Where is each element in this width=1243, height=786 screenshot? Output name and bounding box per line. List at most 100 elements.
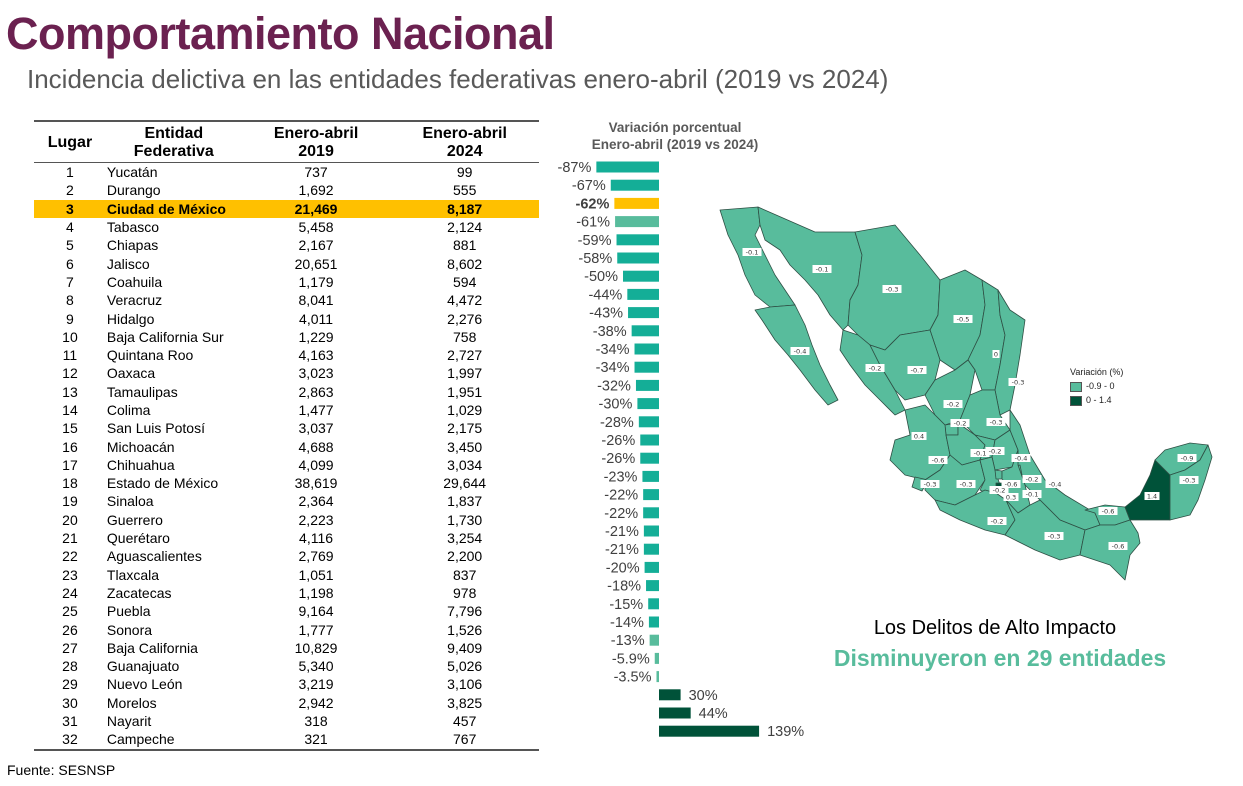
state-cell: Puebla (106, 603, 151, 620)
rank-cell: 11 (62, 347, 78, 364)
column-header-state: Entidad Federativa (105, 120, 242, 163)
state-cell: Baja California (106, 639, 198, 656)
map-value-label-bg (1022, 490, 1042, 498)
state-cell: Coahuila (106, 273, 163, 290)
value-2024-cell: 8,602 (447, 255, 483, 272)
table-header-row: Lugar Entidad Federativa Enero-abril 2019 … (34, 120, 539, 163)
state-cell: Oaxaca (106, 365, 156, 382)
bar-label: -14% (610, 615, 644, 631)
table-row: 28 Guanajuato 5,340 5,026 (34, 657, 539, 675)
bar-label: -32% (597, 378, 631, 394)
table-row: 22 Aguascalientes 2,769 2,200 (34, 547, 539, 565)
bar-label: -22% (604, 506, 638, 522)
state-cell: Guerrero (106, 511, 163, 528)
table-row: 11 Quintana Roo 4,163 2,727 (34, 346, 539, 364)
map-region-campeche (1124, 459, 1171, 521)
map-value-label-bg (987, 517, 1007, 525)
rank-cell: 8 (66, 292, 74, 309)
table-row: 26 Sonora 1,777 1,526 (34, 620, 539, 638)
map-value-label-bg (956, 480, 976, 488)
map-value-label: -0.2 (989, 448, 1002, 456)
map-value-label-bg (985, 447, 1005, 455)
state-cell: Zacatecas (106, 584, 172, 601)
bar-label: -61% (576, 215, 610, 231)
bar-label: 44% (699, 706, 728, 722)
value-2019-cell: 1,229 (298, 328, 334, 345)
table-row: 31 Nayarit 318 457 (34, 712, 539, 730)
bar-quintana-roo (634, 343, 659, 355)
state-cell: Chiapas (106, 237, 159, 254)
rank-cell: 7 (66, 273, 74, 290)
state-cell: Sinaloa (106, 493, 154, 510)
rank-cell: 17 (62, 456, 78, 473)
bar-san-luis-potosi (638, 416, 659, 428)
map-value-label: -0.3 (886, 286, 899, 294)
chart-title-line-1: Variación porcentual (608, 120, 742, 135)
table-row: 3 Ciudad de México 21,469 8,187 (34, 199, 539, 218)
legend-swatch-increase (1070, 395, 1082, 406)
map-value-label-bg (1098, 507, 1118, 515)
value-2019-cell: 2,223 (298, 511, 334, 528)
map-legend-item: 0 - 1.4 (1070, 393, 1123, 407)
state-cell: Tamaulipas (106, 383, 178, 400)
value-2019-cell: 9,164 (298, 603, 334, 620)
rank-cell: 23 (62, 566, 78, 583)
bar-puebla (648, 598, 659, 610)
map-value-label-bg (953, 315, 973, 323)
rank-cell: 16 (62, 438, 78, 455)
table-row: 4 Tabasco 5,458 2,124 (34, 218, 539, 236)
table-row: 10 Baja California Sur 1,229 758 (34, 328, 539, 346)
rank-cell: 28 (62, 658, 78, 675)
value-2019-cell: 2,769 (298, 548, 334, 565)
rank-cell: 27 (62, 639, 78, 656)
value-2019-cell: 2,167 (298, 237, 334, 254)
state-cell: Aguascalientes (106, 548, 202, 565)
bar-colima (637, 398, 659, 410)
state-cell: Sonora (106, 621, 153, 638)
value-2024-cell: 555 (453, 182, 477, 199)
map-value-label: -0.6 (1112, 543, 1125, 551)
map-value-label-bg (882, 285, 902, 293)
map-value-label-bg (928, 456, 948, 464)
chart-title-line-2: Enero-abril (2019 vs 2024) (591, 137, 759, 152)
table-row: 1 Yucatán 737 99 (34, 163, 539, 182)
bar-label: -20% (606, 560, 640, 576)
legend-label-decrease: -0.9 - 0 (1086, 381, 1115, 391)
incidence-table: Lugar Entidad Federativa Enero-abril 2019 … (34, 120, 539, 751)
page-subtitle: Incidencia delictiva en las entidades fe… (27, 64, 889, 94)
map-value-label: -0.1 (816, 266, 829, 274)
map-value-label-bg (742, 248, 762, 256)
rank-cell: 6 (66, 255, 74, 272)
bar-label: 139% (767, 724, 804, 740)
legend-label-increase: 0 - 1.4 (1086, 395, 1112, 405)
table-row: 15 San Luis Potosí 3,037 2,175 (34, 419, 539, 437)
bar-chihuahua (640, 452, 659, 464)
table-row: 19 Sinaloa 2,364 1,837 (34, 492, 539, 510)
rank-cell: 5 (66, 237, 74, 254)
state-cell: Durango (106, 182, 161, 199)
bar-label: 30% (689, 688, 718, 704)
value-2019-cell: 4,011 (299, 310, 334, 327)
map-value-label-bg (992, 350, 1000, 358)
bar-yucatan (596, 161, 659, 173)
bar-tlaxcala (644, 561, 659, 573)
value-2024-cell: 2,200 (447, 548, 483, 565)
bar-chiapas (616, 234, 659, 246)
column-header-rank: Lugar (34, 120, 106, 163)
rank-cell: 32 (34, 730, 106, 751)
value-2019-cell: 3,023 (298, 365, 334, 382)
map-value-label: -0.1 (974, 450, 987, 458)
bar-label: -58% (578, 251, 612, 267)
map-value-label: -0.2 (1026, 476, 1039, 484)
value-2024-cell: 1,951 (447, 383, 483, 400)
table-row: 27 Baja California 10,829 9,409 (34, 639, 539, 657)
table-row: 21 Querétaro 4,116 3,254 (34, 529, 539, 547)
value-2019-cell: 3,037 (298, 420, 334, 437)
value-2024-cell: 2,124 (447, 219, 483, 236)
map-value-label-bg (911, 432, 927, 440)
map-value-label-bg (1008, 378, 1028, 386)
source-note: Fuente: SESNSP (7, 762, 116, 778)
map-region-ciudad-de-mexico (994, 469, 1003, 480)
rank-cell: 20 (62, 511, 78, 528)
bar-label: -34% (596, 360, 630, 376)
